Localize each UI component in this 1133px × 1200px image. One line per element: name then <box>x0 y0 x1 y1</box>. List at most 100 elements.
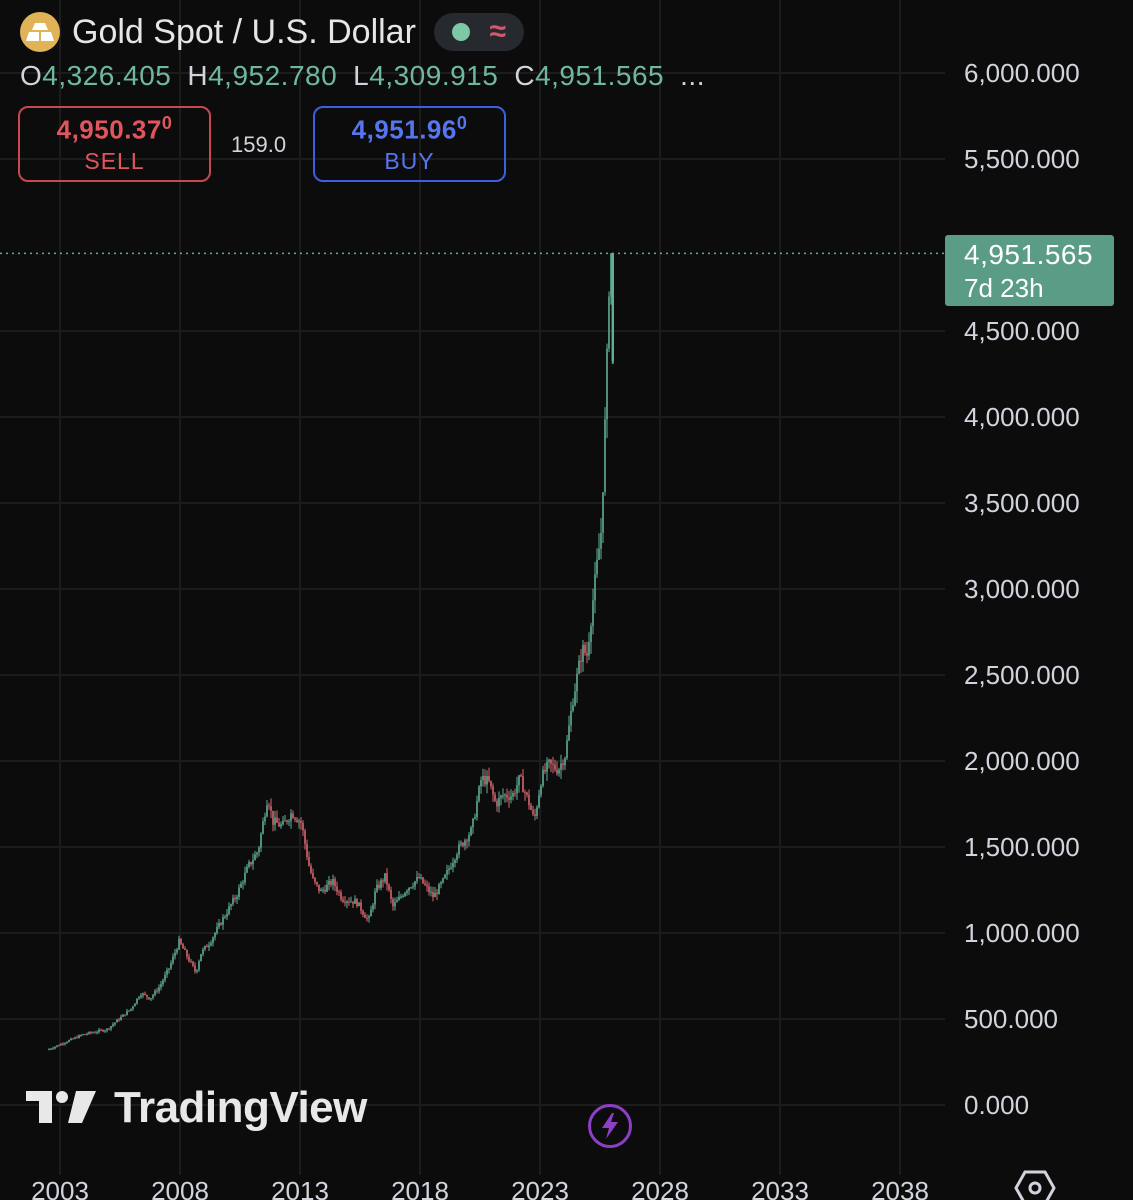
candle-body <box>354 899 356 904</box>
candle-body <box>166 969 168 975</box>
market-status-pill[interactable]: ≈ <box>433 13 524 51</box>
candle-body <box>252 860 254 865</box>
candle-body <box>70 1038 72 1041</box>
candle-body <box>118 1019 120 1021</box>
candle-body <box>300 821 302 823</box>
candle-body <box>362 910 364 915</box>
candle-body <box>222 917 224 925</box>
candle-body <box>54 1046 56 1049</box>
y-tick-label: 2,000.000 <box>964 746 1080 776</box>
sell-button[interactable]: 4,950.370 SELL <box>18 106 211 182</box>
candle-body <box>596 559 598 575</box>
candle-body <box>86 1033 88 1035</box>
buy-button[interactable]: 4,951.960 BUY <box>313 106 506 182</box>
settings-icon[interactable] <box>1014 1170 1056 1200</box>
candle-body <box>168 968 170 970</box>
candle-body <box>208 945 210 948</box>
candle-body <box>284 820 286 822</box>
close-label: C <box>514 60 536 91</box>
candle-body <box>78 1035 80 1039</box>
candle-body <box>562 763 564 766</box>
candle-body <box>244 872 246 883</box>
candle-body <box>90 1032 92 1034</box>
y-tick-label: 6,000.000 <box>964 58 1080 88</box>
candle-body <box>58 1045 60 1047</box>
candle-body <box>92 1032 94 1034</box>
wave-icon: ≈ <box>489 15 507 48</box>
candle-body <box>96 1032 98 1034</box>
y-tick-label: 500.000 <box>964 1004 1058 1034</box>
x-tick-label: 2023 <box>511 1176 569 1200</box>
lightning-icon[interactable] <box>588 1104 632 1148</box>
candle-body <box>316 881 318 885</box>
close-value: 4,951.565 <box>535 60 665 91</box>
candle-body <box>288 821 290 823</box>
candle-body <box>406 890 408 893</box>
candle-body <box>152 995 154 999</box>
candle-body <box>124 1014 126 1016</box>
candle-body <box>490 780 492 787</box>
candle-body <box>340 892 342 900</box>
gold-bars-icon <box>20 12 60 52</box>
more-indicator[interactable]: ... <box>680 60 705 91</box>
candle-body <box>94 1032 96 1034</box>
candle-body <box>84 1034 86 1036</box>
candle-body <box>250 862 252 865</box>
candle-body <box>388 884 390 890</box>
candle-body <box>584 644 586 653</box>
candle-body <box>240 883 242 888</box>
candle-body <box>542 769 544 786</box>
candle-body <box>48 1049 50 1051</box>
candle-body <box>380 880 382 888</box>
candle-body <box>588 642 590 656</box>
candle-body <box>128 1010 130 1012</box>
candle-body <box>270 806 272 811</box>
candle-body <box>108 1028 110 1030</box>
candle-body <box>256 852 258 855</box>
candle-body <box>330 880 332 885</box>
candle-body <box>512 793 514 797</box>
candle-body <box>158 987 160 992</box>
candle-body <box>254 854 256 861</box>
candle-body <box>558 769 560 774</box>
candle-body <box>170 962 172 969</box>
candle-body <box>598 548 600 560</box>
high-value: 4,952.780 <box>208 60 338 91</box>
symbol-header[interactable]: Gold Spot / U.S. Dollar ≈ <box>20 12 524 52</box>
candle-body <box>310 865 312 873</box>
y-tick-label: 4,000.000 <box>964 402 1080 432</box>
candles <box>48 253 614 1051</box>
x-tick-label: 2033 <box>751 1176 809 1200</box>
candle-body <box>304 830 306 844</box>
candle-body <box>548 759 550 762</box>
candle-body <box>368 916 370 919</box>
tradingview-brand[interactable]: TradingView <box>26 1083 367 1133</box>
candle-body <box>104 1030 106 1032</box>
candle-body <box>164 974 166 981</box>
candle-body <box>342 899 344 902</box>
candle-body <box>404 892 406 897</box>
ohlc-values: O4,326.405 H4,952.780 L4,309.915 C4,951.… <box>20 60 705 92</box>
candle-body <box>392 898 394 907</box>
candle-body <box>418 876 420 878</box>
candle-body <box>236 896 238 900</box>
candle-body <box>610 253 612 297</box>
tradingview-logo-icon <box>26 1091 96 1123</box>
x-tick-label: 2038 <box>871 1176 929 1200</box>
candle-body <box>314 877 316 882</box>
candle-body <box>268 805 270 807</box>
candle-body <box>82 1034 84 1036</box>
candle-body <box>198 961 200 970</box>
candle-body <box>444 874 446 879</box>
symbol-title[interactable]: Gold Spot / U.S. Dollar <box>72 12 416 51</box>
candle-body <box>550 759 552 764</box>
candle-body <box>524 792 526 794</box>
y-tick-label: 0.000 <box>964 1090 1029 1120</box>
candle-body <box>344 901 346 903</box>
candle-body <box>188 956 190 962</box>
candle-body <box>280 824 282 827</box>
candle-body <box>378 884 380 888</box>
candle-body <box>50 1048 52 1050</box>
candle-body <box>594 574 596 601</box>
